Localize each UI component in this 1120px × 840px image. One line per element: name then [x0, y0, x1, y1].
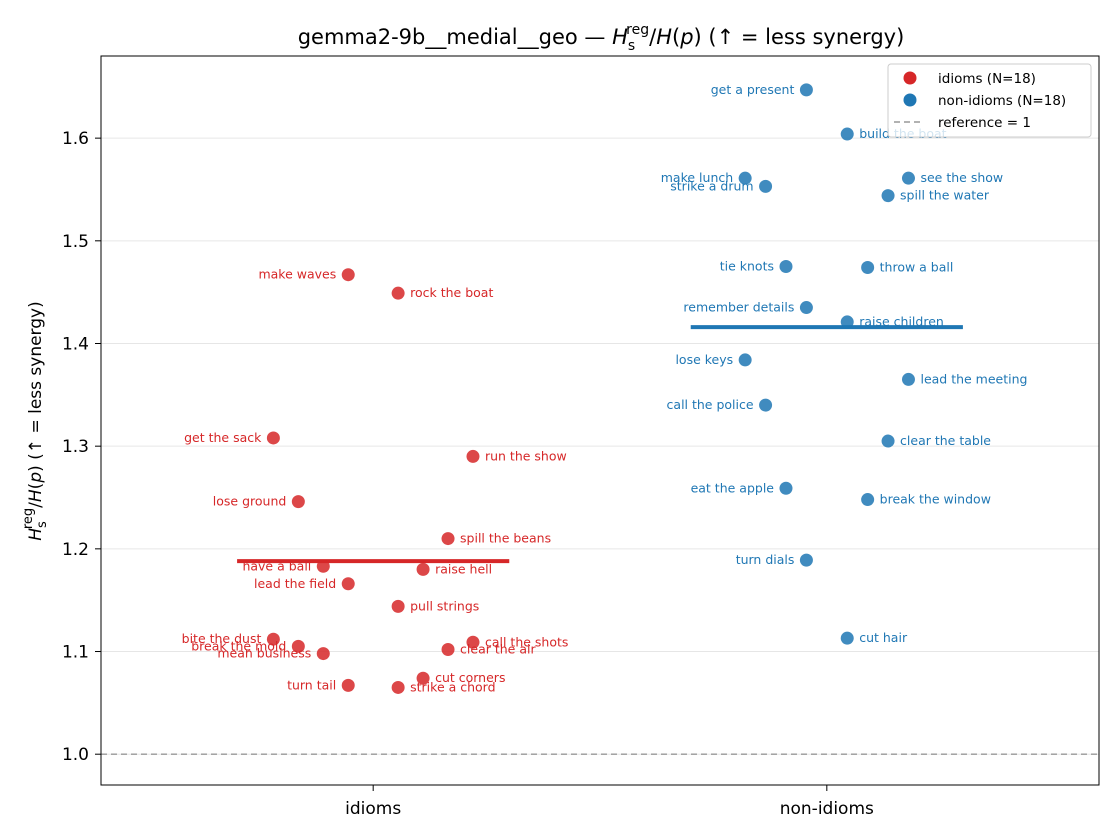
point-label-call-the-police: call the police — [667, 397, 754, 412]
point-see-the-show — [901, 171, 915, 185]
point-label-break-the-mold: break the mold — [191, 638, 286, 653]
point-raise-hell — [416, 562, 430, 576]
legend: idioms (N=18) non-idioms (N=18) referenc… — [887, 63, 1092, 138]
point-mean-business — [316, 647, 330, 661]
point-pull-strings — [391, 599, 405, 613]
point-tie-knots — [779, 259, 793, 273]
point-strike-a-drum — [759, 179, 773, 193]
point-rock-the-boat — [391, 286, 405, 300]
plot-frame — [100, 55, 1100, 786]
point-call-the-police — [759, 398, 773, 412]
legend-marker-non-idioms — [903, 93, 917, 107]
point-build-the-boat — [840, 127, 854, 141]
point-make-lunch — [738, 171, 752, 185]
point-label-strike-a-chord: strike a chord — [410, 679, 495, 694]
y-axis-ticks: 1.0 1.1 1.2 1.3 1.4 1.5 1.6 — [62, 129, 101, 765]
point-bite-the-dust — [266, 632, 280, 646]
point-run-the-show — [466, 449, 480, 463]
point-strike-a-chord — [391, 680, 405, 694]
point-label-mean-business: mean business — [217, 646, 311, 661]
point-call-the-shots — [466, 635, 480, 649]
point-label-lose-ground: lose ground — [213, 494, 287, 509]
point-label-cut-corners: cut corners — [435, 670, 505, 685]
point-lead-the-field — [341, 577, 355, 591]
legend-label-reference: reference = 1 — [938, 115, 1031, 131]
point-label-bite-the-dust: bite the dust — [182, 631, 262, 646]
chart-title: gemma2-9b__medial__geo — Hsreg/H(p) (↑ =… — [298, 22, 905, 54]
point-lose-keys — [738, 353, 752, 367]
point-label-remember-details: remember details — [683, 300, 794, 315]
legend-label-idioms: idioms (N=18) — [938, 71, 1036, 87]
y-tick-label: 1.2 — [62, 540, 89, 560]
point-label-call-the-shots: call the shots — [485, 634, 568, 649]
point-label-have-a-ball: have a ball — [242, 558, 311, 573]
point-get-the-sack — [266, 431, 280, 445]
point-remember-details — [799, 301, 813, 315]
point-label-tie-knots: tie knots — [720, 258, 774, 273]
point-spill-the-beans — [441, 532, 455, 546]
point-raise-children — [840, 315, 854, 329]
point-get-a-present — [799, 83, 813, 97]
point-label-break-the-window: break the window — [880, 492, 991, 507]
point-turn-dials — [799, 553, 813, 567]
point-label-get-a-present: get a present — [711, 82, 795, 97]
y-tick-label: 1.3 — [62, 437, 89, 457]
point-cut-hair — [840, 631, 854, 645]
point-label-rock-the-boat: rock the boat — [410, 285, 493, 300]
point-clear-the-air — [441, 642, 455, 656]
point-label-make-lunch: make lunch — [661, 170, 733, 185]
point-label-raise-children: raise children — [859, 314, 944, 329]
y-tick-label: 1.5 — [62, 232, 89, 252]
point-label-spill-the-water: spill the water — [900, 188, 990, 203]
point-clear-the-table — [881, 434, 895, 448]
y-axis-label: Hsreg/H(p) (↑ = less synergy) — [21, 301, 50, 540]
data-points: make waves rock the boat get the sack run t… — [182, 82, 1028, 695]
point-label-strike-a-drum: strike a drum — [670, 178, 753, 193]
legend-marker-idioms — [903, 71, 917, 85]
point-label-eat-the-apple: eat the apple — [691, 480, 775, 495]
point-label-run-the-show: run the show — [485, 448, 567, 463]
y-tick-label: 1.1 — [62, 643, 89, 663]
y-tick-label: 1.6 — [62, 129, 89, 149]
point-label-get-the-sack: get the sack — [184, 430, 262, 445]
point-label-raise-hell: raise hell — [435, 561, 492, 576]
point-throw-a-ball — [861, 261, 875, 275]
point-lose-ground — [291, 495, 305, 509]
point-label-clear-the-table: clear the table — [900, 433, 991, 448]
point-label-cut-hair: cut hair — [859, 630, 908, 645]
point-have-a-ball — [316, 559, 330, 573]
point-label-clear-the-air: clear the air — [460, 641, 536, 656]
point-label-throw-a-ball: throw a ball — [880, 260, 954, 275]
point-label-lose-keys: lose keys — [675, 352, 733, 367]
point-label-turn-dials: turn dials — [736, 552, 795, 567]
point-label-pull-strings: pull strings — [410, 598, 479, 613]
point-label-lead-the-field: lead the field — [254, 576, 336, 591]
y-gridlines — [101, 137, 1099, 755]
x-tick-label-non-idioms: non-idioms — [780, 799, 874, 819]
legend-box — [887, 63, 1092, 138]
point-turn-tail — [341, 678, 355, 692]
y-tick-label: 1.0 — [62, 745, 89, 765]
point-lead-the-meeting — [901, 372, 915, 386]
point-spill-the-water — [881, 189, 895, 203]
x-tick-label-idioms: idioms — [345, 799, 401, 819]
point-label-turn-tail: turn tail — [287, 677, 336, 692]
point-make-waves — [341, 268, 355, 282]
point-eat-the-apple — [779, 481, 793, 495]
point-label-make-waves: make waves — [258, 267, 336, 282]
point-break-the-window — [861, 493, 875, 507]
point-label-spill-the-beans: spill the beans — [460, 531, 551, 546]
point-label-lead-the-meeting: lead the meeting — [920, 371, 1027, 386]
point-cut-corners — [416, 671, 430, 685]
legend-label-non-idioms: non-idioms (N=18) — [938, 93, 1066, 109]
y-tick-label: 1.4 — [62, 334, 89, 354]
point-label-see-the-show: see the show — [920, 170, 1003, 185]
group-means — [237, 325, 963, 564]
point-break-the-mold — [291, 639, 305, 653]
x-axis-ticks: idioms non-idioms — [345, 785, 874, 819]
